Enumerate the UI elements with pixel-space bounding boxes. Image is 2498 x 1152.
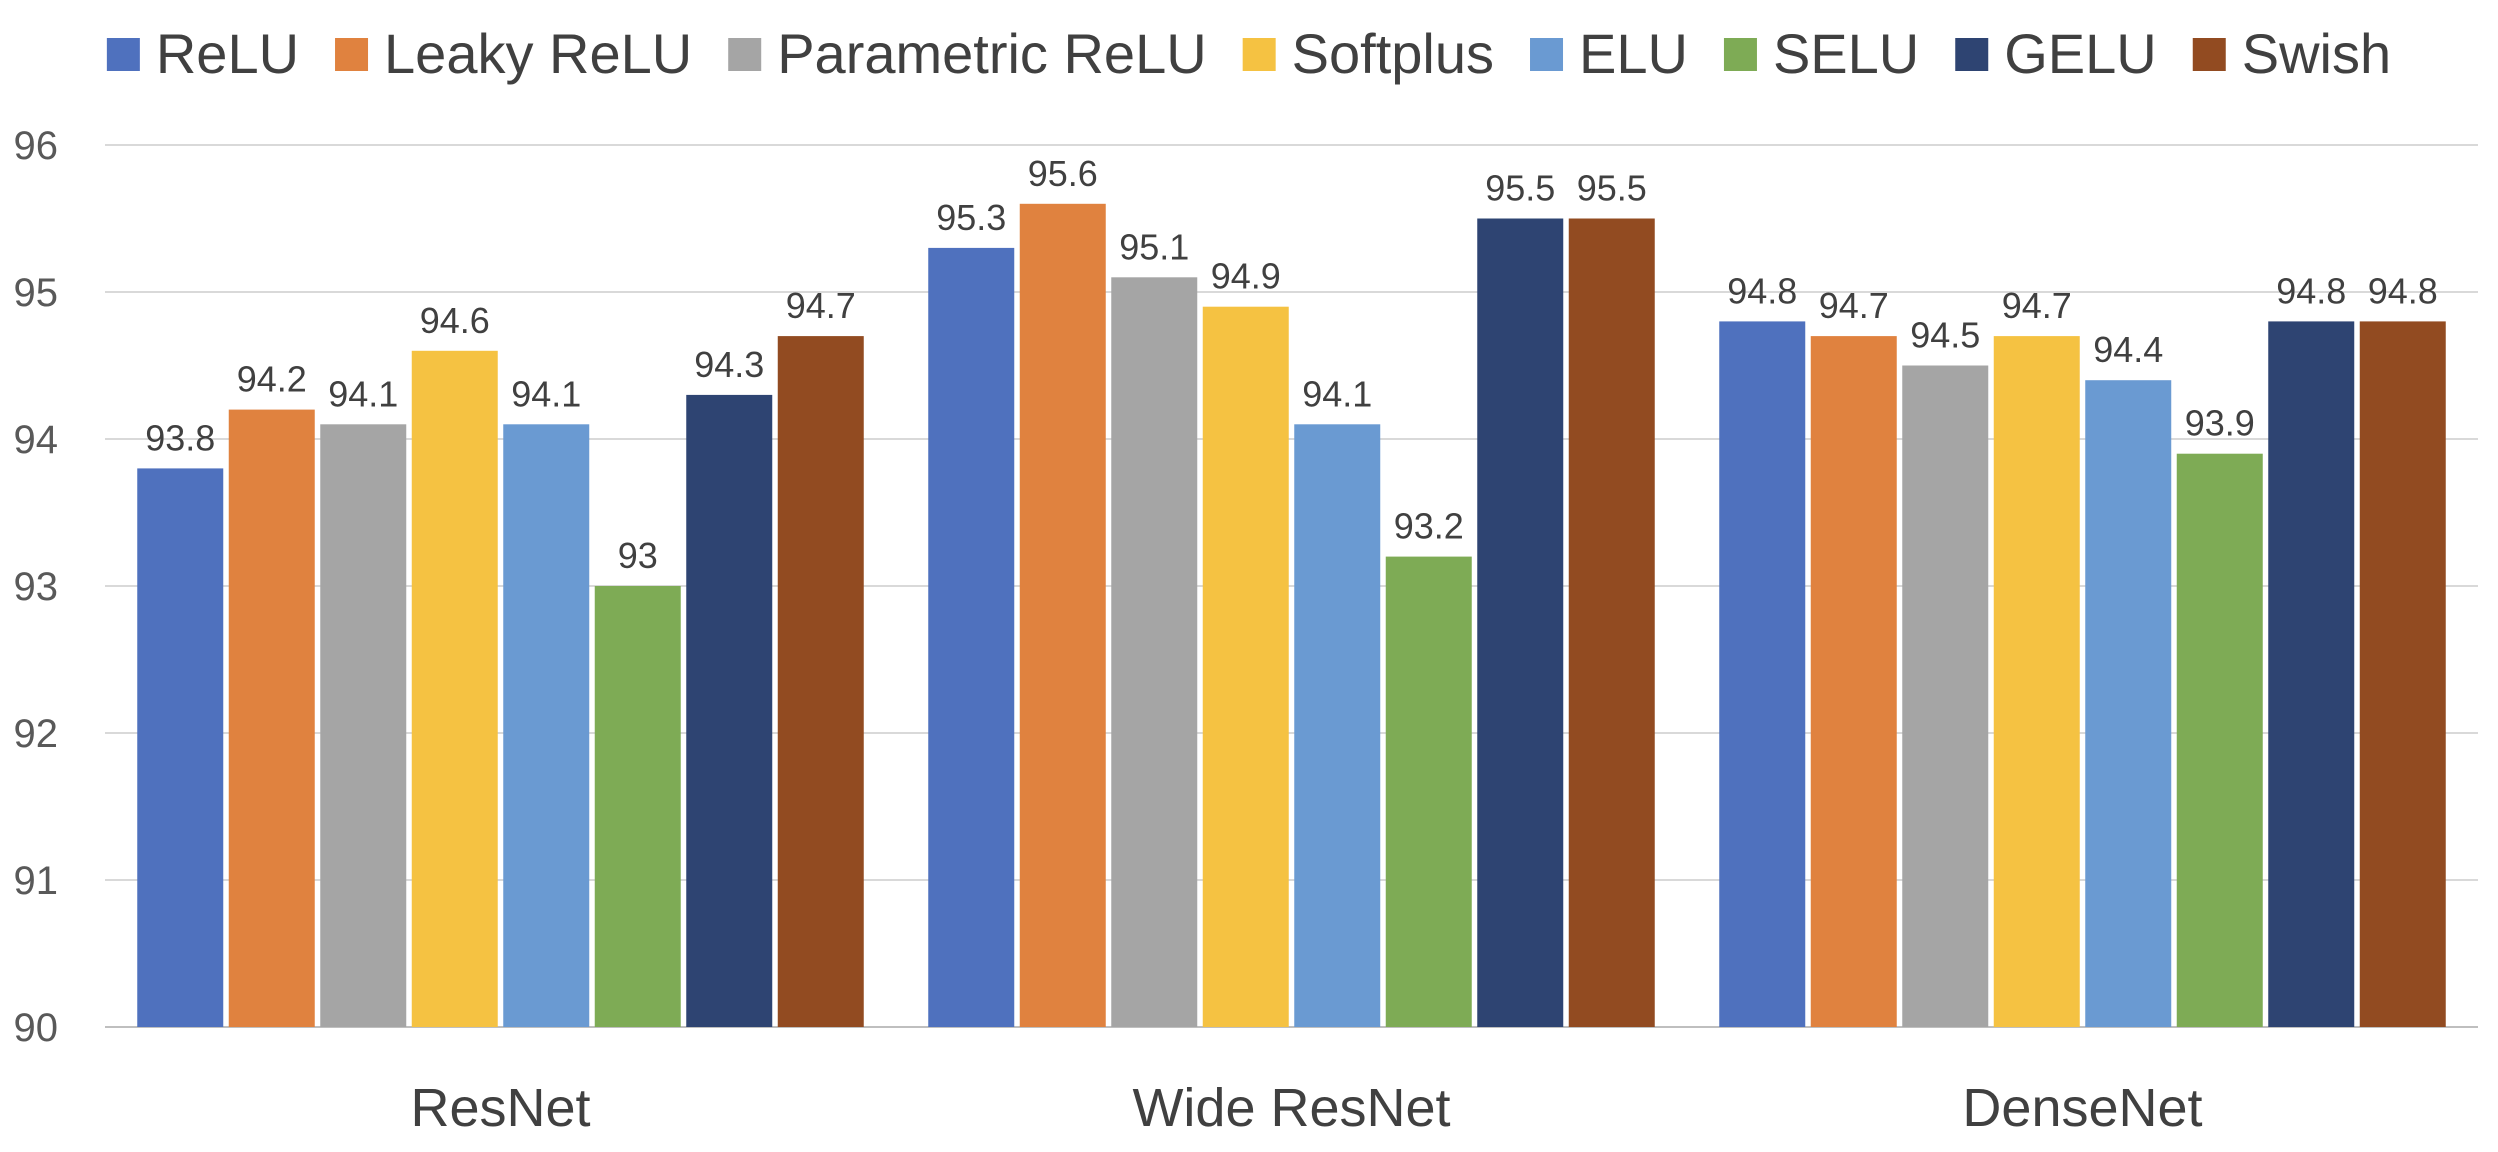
- y-tick-label: 96: [14, 124, 59, 168]
- bar: [2359, 321, 2446, 1027]
- data-label: 93.9: [2185, 403, 2255, 444]
- legend: ReLU Leaky ReLU Parametric ReLU Softplus ELU…: [106, 22, 2391, 85]
- x-category-label: ResNet: [410, 1078, 590, 1138]
- bar: [1019, 203, 1106, 1028]
- legend-item: Parametric ReLU: [728, 22, 1207, 85]
- data-label: 94.1: [511, 373, 581, 414]
- bar: [1902, 365, 1989, 1027]
- bar: [686, 394, 773, 1027]
- legend-item: GELU: [1955, 22, 2157, 85]
- data-label: 94.1: [1302, 373, 1372, 414]
- data-label: 94.9: [1211, 256, 1281, 297]
- bars: [137, 203, 2446, 1028]
- legend-item: Swish: [2192, 22, 2391, 85]
- legend-item: Softplus: [1242, 22, 1494, 85]
- y-axis: 90 91 92 93 94 95 96: [14, 124, 59, 1050]
- data-label: 95.5: [1485, 168, 1555, 209]
- legend-label: SELU: [1773, 22, 1919, 85]
- data-label: 95.3: [936, 197, 1006, 238]
- data-label: 94.4: [2093, 329, 2163, 370]
- legend-swatch: [335, 38, 369, 71]
- data-label: 94.5: [1910, 315, 1980, 356]
- legend-item: Leaky ReLU: [335, 22, 692, 85]
- data-label: 94.8: [1727, 270, 1797, 311]
- data-label: 95.6: [1028, 153, 1098, 194]
- data-label: 93: [618, 535, 658, 576]
- bar: [1111, 277, 1198, 1027]
- legend-label: ReLU: [156, 22, 299, 85]
- legend-item: ReLU: [106, 22, 299, 85]
- legend-swatch: [106, 38, 140, 71]
- legend-label: Softplus: [1292, 22, 1494, 85]
- bar: [411, 350, 498, 1027]
- legend-swatch: [728, 38, 762, 71]
- legend-label: GELU: [2004, 22, 2157, 85]
- data-label: 95.1: [1119, 226, 1189, 267]
- legend-swatch: [1955, 38, 1989, 71]
- legend-swatch: [1723, 38, 1757, 71]
- data-label: 94.6: [420, 300, 490, 341]
- data-label: 93.8: [145, 417, 215, 458]
- y-tick-label: 92: [14, 712, 59, 756]
- y-tick-label: 94: [14, 418, 59, 462]
- x-axis: ResNet Wide ResNet DenseNet: [410, 1078, 2202, 1138]
- legend-label: Swish: [2242, 22, 2391, 85]
- legend-label: Parametric ReLU: [777, 22, 1206, 85]
- data-label: 94.2: [237, 359, 307, 400]
- bar: [1477, 218, 1564, 1027]
- data-label: 94.7: [2002, 285, 2072, 326]
- bar: [2085, 380, 2172, 1027]
- data-label: 94.3: [694, 344, 764, 385]
- legend-swatch: [2192, 38, 2226, 71]
- legend-label: Leaky ReLU: [384, 22, 692, 85]
- bar: [1294, 424, 1381, 1027]
- y-tick-label: 90: [14, 1006, 59, 1050]
- legend-swatch: [1242, 38, 1276, 71]
- bar: [1810, 336, 1897, 1028]
- data-label: 94.7: [786, 285, 856, 326]
- bar: [1385, 556, 1472, 1027]
- bar: [2176, 453, 2263, 1027]
- legend-swatch: [1530, 38, 1564, 71]
- data-label: 94.8: [2368, 270, 2438, 311]
- data-label: 94.7: [1819, 285, 1889, 326]
- data-label: 94.8: [2276, 270, 2346, 311]
- x-category-label: DenseNet: [1962, 1078, 2202, 1138]
- bar: [228, 409, 315, 1028]
- bar: [1993, 336, 2080, 1028]
- y-tick-label: 95: [14, 271, 59, 315]
- bar: [777, 336, 864, 1028]
- bar: [1568, 218, 1655, 1027]
- bar: [2268, 321, 2355, 1027]
- bar: [1202, 306, 1289, 1027]
- y-tick-label: 91: [14, 859, 59, 903]
- legend-item: ELU: [1530, 22, 1688, 85]
- bar: [594, 586, 681, 1027]
- data-label: 94.1: [328, 373, 398, 414]
- bar: [503, 424, 590, 1027]
- bar: [320, 424, 407, 1027]
- data-labels: 93.8 94.2 94.1 94.6 94.1 93 94.3 94.7 95.3 95.6 95…: [145, 153, 2438, 576]
- legend-label: ELU: [1579, 22, 1688, 85]
- data-label: 95.5: [1577, 168, 1647, 209]
- bar: [1719, 321, 1806, 1027]
- gridlines: [105, 144, 2478, 1028]
- data-label: 93.2: [1394, 506, 1464, 547]
- legend-item: SELU: [1723, 22, 1919, 85]
- bar: [928, 247, 1015, 1027]
- y-tick-label: 93: [14, 565, 59, 609]
- bar: [137, 468, 224, 1027]
- x-category-label: Wide ResNet: [1132, 1078, 1450, 1138]
